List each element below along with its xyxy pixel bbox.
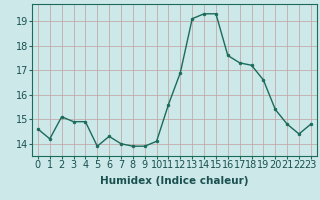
X-axis label: Humidex (Indice chaleur): Humidex (Indice chaleur) [100,176,249,186]
